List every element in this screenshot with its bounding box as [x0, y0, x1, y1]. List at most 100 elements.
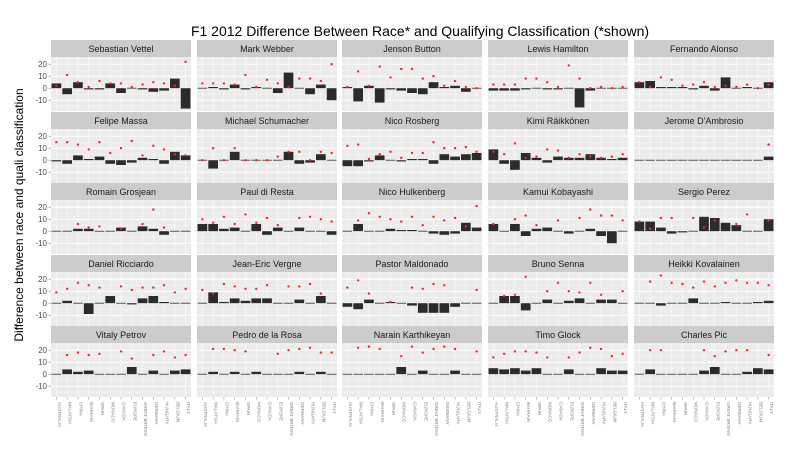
bar [563, 369, 574, 375]
panel: Pedro de la Rosa [197, 326, 337, 397]
race-point [98, 352, 101, 355]
race-point [513, 83, 517, 86]
bar [262, 298, 272, 304]
race-point [65, 353, 69, 357]
y-tick-label: 0 [43, 299, 48, 308]
bar [510, 160, 520, 170]
race-point [233, 285, 236, 288]
race-point [546, 356, 549, 359]
bar [607, 299, 617, 304]
race-point [184, 60, 187, 63]
bar [374, 88, 385, 103]
bar [396, 367, 407, 375]
panel: Jerome D'Ambrosio [634, 112, 774, 183]
race-point [432, 75, 435, 78]
bar [574, 298, 585, 304]
race-point [648, 280, 652, 283]
race-point [201, 218, 204, 221]
bar [159, 302, 169, 304]
race-point [410, 67, 414, 71]
panel: Vitaly Petrov [51, 326, 191, 397]
race-point [298, 285, 301, 288]
race-point [610, 355, 614, 358]
race-point [443, 219, 446, 222]
bar [542, 299, 553, 304]
bar [364, 85, 374, 89]
race-point [308, 346, 312, 349]
race-point [389, 218, 392, 221]
bar [542, 88, 553, 90]
race-point [767, 83, 770, 86]
race-point [162, 350, 166, 353]
y-tick-label: 10 [38, 287, 47, 296]
race-point [735, 279, 738, 282]
race-point [648, 349, 652, 352]
race-point [76, 143, 80, 146]
race-point [702, 349, 706, 352]
panel-strip [342, 40, 482, 57]
race-point [265, 78, 269, 82]
panel: Narain Karthikeyan [342, 326, 482, 397]
bar [607, 159, 617, 161]
bar [137, 157, 148, 161]
race-point [638, 220, 641, 223]
race-point [767, 143, 770, 146]
race-point [308, 77, 312, 80]
bar [471, 153, 482, 161]
bar [450, 156, 460, 161]
bar [385, 88, 396, 90]
bar [342, 160, 353, 167]
race-point [659, 349, 663, 352]
race-point [233, 222, 236, 226]
race-point [638, 81, 641, 84]
race-point [87, 85, 90, 89]
race-point [702, 226, 706, 229]
x-tick-label: BAHRAIN [672, 402, 677, 422]
race-point [745, 83, 749, 86]
bar [229, 298, 240, 304]
panel-strip [634, 112, 774, 129]
bar [553, 156, 563, 161]
race-point [745, 349, 749, 352]
x-tick-label: MONACO [111, 402, 116, 423]
bar [461, 154, 471, 161]
race-point [610, 87, 614, 90]
x-tick-label: EUROPE [132, 402, 137, 421]
race-point [367, 157, 371, 161]
race-point [432, 282, 435, 286]
x-tick-label: SPAIN [246, 402, 251, 415]
bar [316, 154, 326, 161]
bar [170, 78, 180, 89]
race-point [432, 141, 435, 144]
race-point [356, 219, 360, 222]
panel-strip [197, 112, 337, 129]
race-point [298, 150, 301, 153]
x-tick-label: AUSTRALIA [640, 402, 645, 427]
bar [229, 151, 240, 161]
x-tick-label: CHINA [661, 402, 666, 416]
panel-title: Pedro de la Rosa [232, 330, 302, 340]
x-tick-label: HUNGARY [456, 402, 461, 424]
bar [699, 370, 709, 375]
panel-strip [488, 326, 628, 343]
race-point [546, 148, 549, 151]
race-point [378, 215, 381, 218]
y-tick-label: 10 [38, 72, 47, 81]
bar [208, 160, 218, 169]
x-tick-label: CHINA [78, 402, 83, 416]
bar [353, 303, 363, 310]
bar [148, 88, 159, 92]
race-point [713, 85, 716, 89]
race-point [76, 222, 80, 226]
x-tick-label: MALAYSIA [214, 402, 219, 424]
bar [364, 299, 374, 304]
race-point [578, 291, 581, 294]
panel-title: Felipe Massa [94, 116, 148, 126]
race-point [567, 290, 570, 293]
y-tick-label: 0 [43, 84, 48, 93]
x-tick-label: EUROPE [715, 402, 720, 421]
panel-title: Vitaly Petrov [96, 330, 147, 340]
bar [83, 228, 94, 232]
bar [137, 226, 148, 232]
bar [709, 367, 720, 375]
